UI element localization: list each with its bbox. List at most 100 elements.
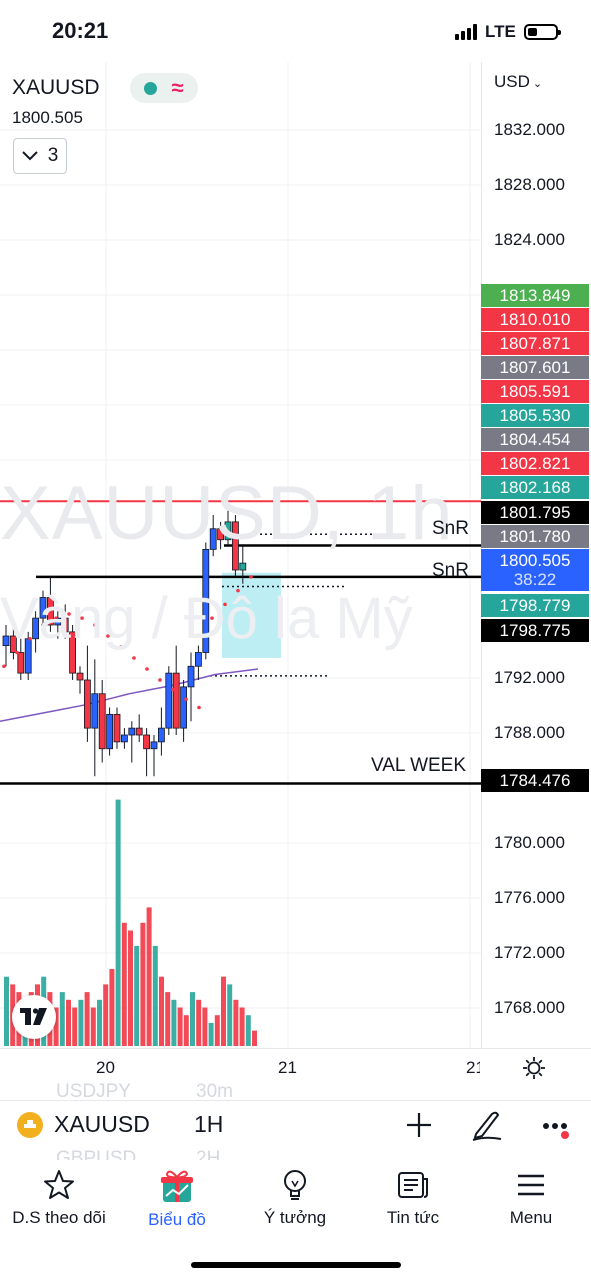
add-plus-icon[interactable] <box>406 1112 432 1143</box>
price-axis-label: 1828.000 <box>494 175 565 194</box>
tab-bar <box>0 1160 591 1280</box>
volume-bar <box>128 930 133 1046</box>
snr-lower-label: SnR <box>432 560 469 581</box>
volume-bar <box>84 992 90 1046</box>
price-tag: 1807.601 <box>481 356 589 379</box>
currency-label: USD <box>494 72 530 91</box>
price-tag: 1807.871 <box>481 332 589 355</box>
candle-body <box>150 741 158 750</box>
candle-body <box>121 734 128 743</box>
time-axis-label: 21 <box>466 1058 480 1077</box>
market-status-pill[interactable]: ≈ <box>130 73 198 103</box>
volume-bar <box>214 1015 220 1046</box>
candle-countdown: 38:22 <box>513 570 557 589</box>
candle-body <box>84 679 91 729</box>
settings-gear-icon[interactable] <box>522 1056 546 1085</box>
candle-body <box>106 713 113 750</box>
chart-symbol[interactable]: XAUUSD <box>12 76 100 99</box>
ghost-symbol: USDJPY <box>56 1081 131 1102</box>
sar-dot <box>249 575 253 579</box>
price-tag: 1805.530 <box>481 404 589 427</box>
candle-body <box>39 597 47 619</box>
zone-box <box>222 572 281 658</box>
candle-body <box>113 713 121 743</box>
ghost-timeframe: 2H <box>196 1148 221 1162</box>
candle-body <box>47 597 54 626</box>
sar-dot <box>236 588 240 593</box>
toolbar-timeframe-button[interactable]: 1H <box>194 1111 224 1137</box>
price-tag: 1802.168 <box>481 476 589 499</box>
candle-body <box>135 727 143 736</box>
watermark-symbol: XAUUSD, 1h <box>0 471 454 556</box>
tab-menu[interactable]: Menu <box>472 1168 590 1228</box>
volume-bar <box>208 1022 214 1046</box>
toolbar-symbol-button[interactable]: XAUUSD <box>54 1111 150 1137</box>
tab-chart[interactable]: Biểu đồ <box>118 1168 236 1230</box>
price-tag: 1805.591 <box>481 380 589 403</box>
status-indicators: LTE <box>455 22 561 42</box>
sar-dot <box>93 623 97 627</box>
watermark-description: Vàng / Đô la Mỹ <box>0 586 413 651</box>
val-week-label: VAL WEEK <box>371 755 467 776</box>
lightbulb-icon <box>284 1170 306 1200</box>
sar-dot <box>223 602 227 607</box>
volume-bar <box>159 976 164 1046</box>
sar-dot <box>2 664 6 669</box>
time-axis-label: 20 <box>96 1058 115 1077</box>
volume-bar <box>196 999 202 1046</box>
price-tag: 1804.454 <box>481 428 589 451</box>
chart-gift-icon <box>161 1170 193 1202</box>
tab-ideas[interactable]: Ý tưởng <box>236 1168 354 1228</box>
sar-dot <box>119 645 123 649</box>
sar-dot <box>197 705 201 710</box>
price-axis-label: 1824.000 <box>494 230 565 249</box>
chevron-down-icon <box>21 151 38 161</box>
tab-news[interactable]: Tin tức <box>354 1168 472 1228</box>
ghost-timeframe: 30m <box>196 1081 233 1102</box>
volume-bar <box>103 984 109 1046</box>
volume-bar <box>252 1030 257 1046</box>
star-icon <box>44 1170 74 1199</box>
volume-bar <box>66 999 71 1046</box>
candle-body <box>2 635 10 647</box>
tab-watchlist[interactable]: D.S theo dõi <box>0 1168 118 1228</box>
price-chart[interactable] <box>0 0 591 1048</box>
volume-bar <box>72 1007 78 1046</box>
candle-body <box>32 617 39 640</box>
currency-selector[interactable]: USD ⌄ <box>494 72 542 92</box>
volume-bar <box>239 1007 245 1046</box>
indicators-collapse-button[interactable]: 3 <box>13 138 67 174</box>
tab-label: Menu <box>509 1208 553 1227</box>
snr-upper-label: SnR <box>432 518 469 539</box>
candle-body <box>165 672 173 729</box>
wave-icon: ≈ <box>171 75 184 100</box>
candle-body <box>91 693 99 729</box>
tradingview-logo-icon[interactable] <box>12 995 56 1039</box>
tab-label: D.S theo dõi <box>12 1208 106 1227</box>
price-axis-label: 1768.000 <box>494 998 565 1017</box>
more-options-icon[interactable] <box>542 1118 572 1145</box>
price-axis-label: 1792.000 <box>494 668 565 687</box>
volume-bar <box>109 969 115 1046</box>
volume-bar <box>140 922 146 1046</box>
price-tag: 1810.010 <box>481 308 589 331</box>
symbol-toolbar <box>0 1100 591 1161</box>
volume-bar <box>90 1007 96 1046</box>
drawing-pen-icon[interactable] <box>470 1108 504 1147</box>
candle-body <box>172 672 180 729</box>
volume-bar <box>59 992 65 1046</box>
volume-bar <box>177 1007 183 1046</box>
candle-body <box>157 727 165 743</box>
sar-dot <box>41 623 45 627</box>
price-axis-label: 1780.000 <box>494 833 565 852</box>
volume-bar <box>183 1015 189 1046</box>
volume-bar <box>121 922 127 1046</box>
candle-body <box>194 652 202 667</box>
current-price: 1800.505 <box>499 551 571 570</box>
candle-body <box>187 665 195 688</box>
volume-bar <box>78 999 84 1046</box>
time-axis[interactable] <box>0 1048 591 1089</box>
candle-body <box>209 528 217 550</box>
candle-body <box>217 528 225 541</box>
network-label: LTE <box>485 22 516 41</box>
